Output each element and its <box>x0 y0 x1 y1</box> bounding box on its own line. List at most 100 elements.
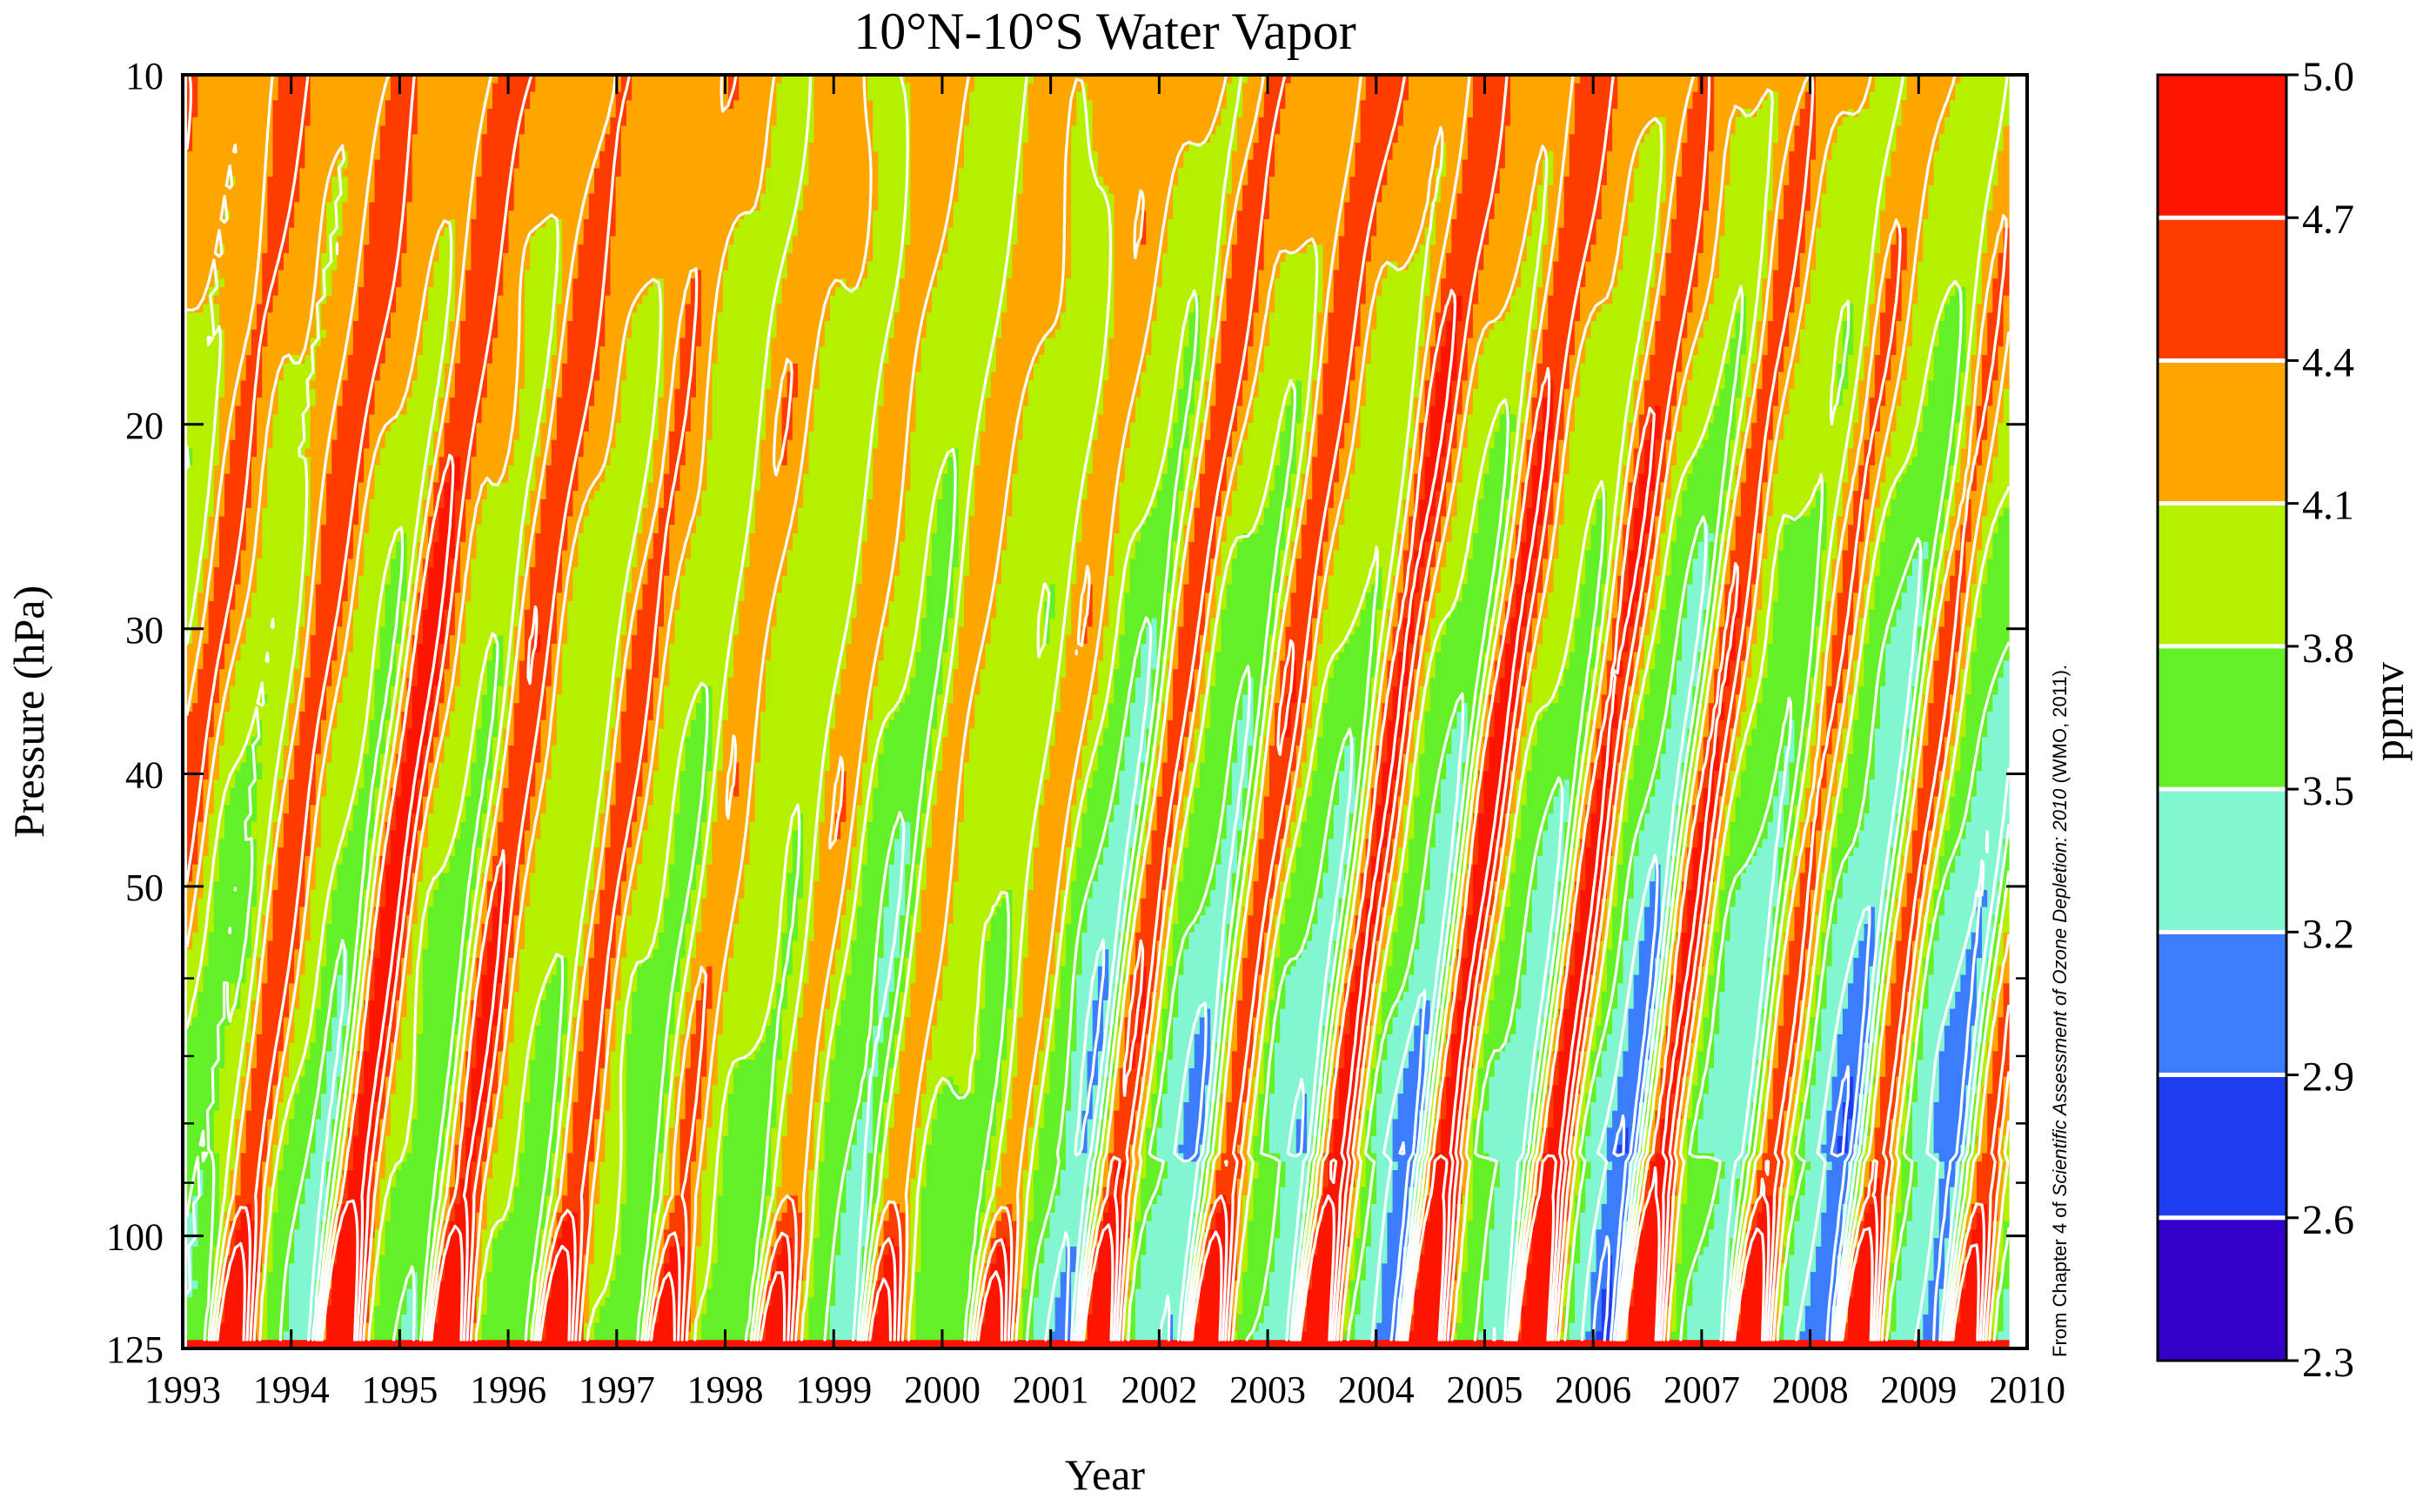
contour-cell <box>910 202 954 211</box>
contour-cell <box>187 380 225 390</box>
contour-cell <box>1826 177 1886 186</box>
contour-cell <box>471 244 509 254</box>
contour-cell <box>1944 126 2005 136</box>
contour-cell <box>1510 92 1576 102</box>
contour-cell <box>197 100 273 110</box>
contour-cell <box>723 304 777 314</box>
contour-cell <box>1071 228 1114 238</box>
contour-cell <box>1714 84 1811 93</box>
contour-cell <box>1612 287 1650 297</box>
contour-cell <box>921 346 997 356</box>
contour-cell <box>1724 364 1741 373</box>
contour-cell <box>808 160 879 170</box>
contour-cell <box>567 330 606 339</box>
contour-cell <box>224 346 252 356</box>
contour-cell <box>1736 126 1779 136</box>
contour-cell <box>803 194 879 204</box>
chart-root: 10°N-10°S Water Vapor 1993 1994 1995 1996 19… <box>0 0 2423 1508</box>
contour-cell <box>1242 109 1264 118</box>
contour-cell <box>610 236 733 245</box>
contour-cell <box>321 338 354 348</box>
contour-cell <box>187 253 263 263</box>
contour-cell <box>1885 287 1902 297</box>
contour-cell <box>1939 134 2005 144</box>
contour-cell <box>353 330 392 339</box>
contour-cell <box>1773 278 1801 288</box>
contour-cell <box>659 398 675 407</box>
contour-cell <box>1602 185 1635 195</box>
contour-cell <box>343 228 371 238</box>
contour-cell <box>1907 364 1935 373</box>
contour-cell <box>1617 92 1693 102</box>
contour-cell <box>1242 202 1270 211</box>
contour-cell <box>187 211 225 220</box>
contour-cell <box>808 151 879 161</box>
contour-cell <box>964 143 1024 152</box>
contour-cell <box>1746 321 1757 331</box>
contour-cell <box>1821 211 1881 220</box>
contour-cell <box>1414 253 1430 263</box>
contour-cell <box>525 380 552 390</box>
contour-cell <box>739 219 799 229</box>
contour-cell <box>808 168 879 177</box>
contour-cell <box>1666 278 1699 288</box>
contour-cell <box>1505 312 1538 322</box>
contour-cell <box>616 177 766 186</box>
contour-cell <box>1666 270 1699 279</box>
contour-cell <box>519 151 600 161</box>
contour-cell <box>1816 143 1832 152</box>
contour-cell <box>530 100 616 110</box>
contour-cell <box>1237 134 1259 144</box>
contour-cell <box>814 398 885 407</box>
contour-cell <box>696 372 713 382</box>
contour-cell <box>1028 389 1104 398</box>
contour-cell <box>1891 270 1902 279</box>
contour-cell <box>916 380 992 390</box>
contour-cell <box>1607 160 1640 170</box>
contour-cell <box>632 84 729 93</box>
contour-cell <box>1489 236 1527 245</box>
contour-cell <box>267 244 289 254</box>
contour-cell <box>187 100 198 110</box>
contour-cell <box>1302 380 1313 390</box>
contour-cell <box>514 185 595 195</box>
contour-cell <box>718 355 772 365</box>
contour-cell <box>546 219 563 229</box>
contour-cell <box>820 380 885 390</box>
contour-cell <box>1703 211 1725 220</box>
contour-cell <box>798 228 873 238</box>
contour-cell <box>492 346 525 356</box>
contour-cell <box>910 126 964 136</box>
contour-cell <box>460 355 493 365</box>
contour-cell <box>385 346 424 356</box>
contour-cell <box>1446 330 1457 339</box>
contour-cell <box>1446 168 1463 177</box>
contour-cell <box>1441 177 1463 186</box>
contour-cell <box>197 109 273 118</box>
contour-cell <box>1548 194 1564 204</box>
contour-cell <box>1329 330 1362 339</box>
contour-cell <box>498 330 525 339</box>
contour-cell <box>1028 134 1072 144</box>
contour-cell <box>406 211 477 220</box>
contour-cell <box>1998 160 2009 170</box>
contour-cell <box>605 143 621 152</box>
plot-area: 1993 1994 1995 1996 1997 1998 1999 2000 2001 2002… <box>106 55 2065 1411</box>
contour-cell <box>289 236 327 245</box>
contour-cell <box>825 338 890 348</box>
contour-cell <box>1168 244 1222 254</box>
contour-cell <box>2004 321 2010 331</box>
contour-cell <box>884 364 922 373</box>
contour-cell <box>1237 126 1259 136</box>
contour-cell <box>1387 168 1436 177</box>
contour-cell <box>455 389 488 398</box>
contour-cell <box>1248 160 1275 170</box>
contour-cell <box>616 202 761 211</box>
contour-cell <box>2004 389 2010 398</box>
contour-cell <box>964 160 1024 170</box>
contour-cell <box>278 389 317 398</box>
contour-cell <box>1232 253 1265 263</box>
contour-cell <box>696 380 713 390</box>
contour-cell <box>686 312 702 322</box>
contour-cell <box>1768 253 1779 263</box>
